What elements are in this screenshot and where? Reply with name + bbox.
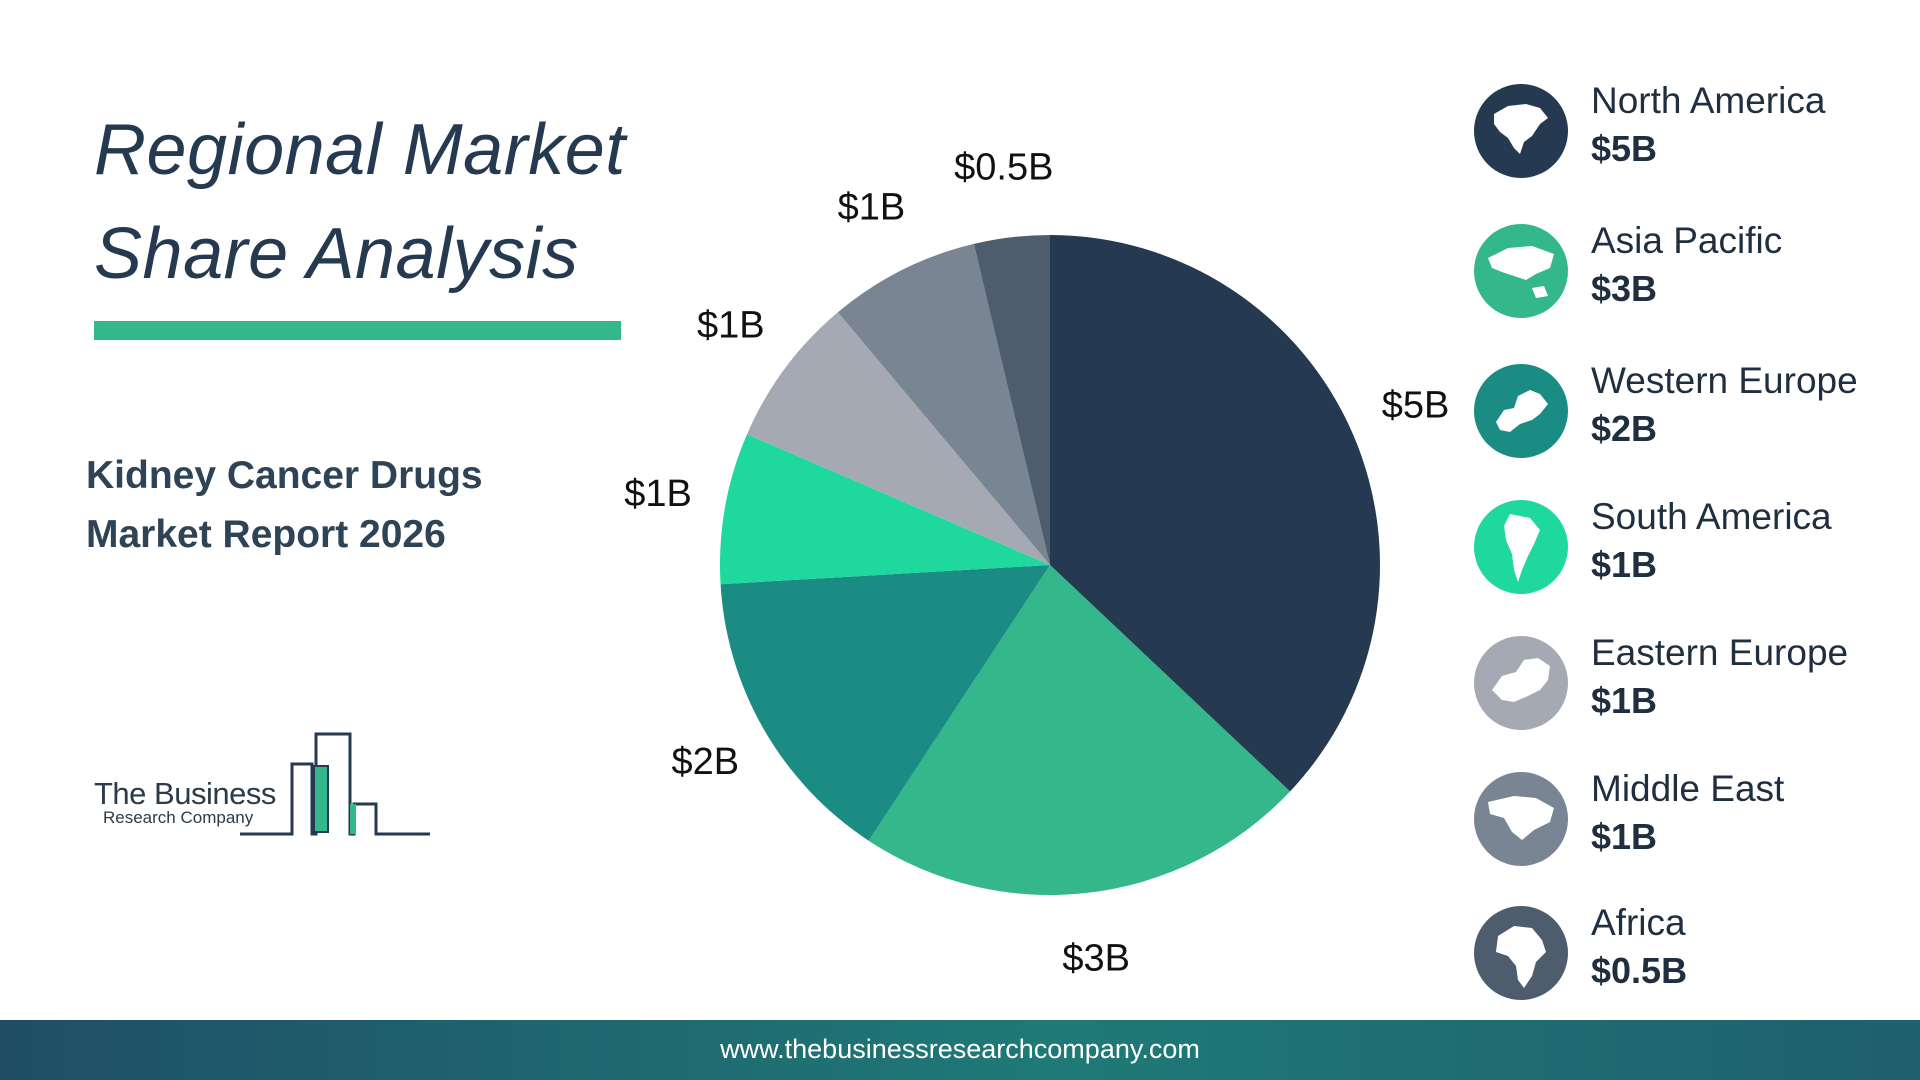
- pie-slice-south-america: [720, 434, 1050, 585]
- legend-value: $1B: [1591, 680, 1658, 721]
- legend-label: Middle East: [1591, 768, 1785, 809]
- title-underline: [94, 321, 621, 340]
- legend-value: $2B: [1591, 408, 1658, 449]
- legend-value: $1B: [1591, 544, 1658, 585]
- legend-label: South America: [1591, 496, 1832, 537]
- pie-data-label: $3B: [1062, 937, 1130, 979]
- eastern-europe-map-icon: [1474, 636, 1568, 730]
- legend-label: Western Europe: [1591, 360, 1858, 401]
- legend-value: $0.5B: [1591, 950, 1688, 991]
- pie-slice-asia-pacific: [868, 565, 1291, 895]
- report-subtitle: Kidney Cancer Drugs Market Report 2026: [86, 446, 483, 564]
- subtitle-line-1: Kidney Cancer Drugs: [86, 454, 483, 497]
- logo-text-secondary: Research Company: [103, 808, 254, 827]
- pie-slice-middle-east: [837, 243, 1050, 565]
- pie-slice-western-europe: [720, 565, 1050, 841]
- legend-item-asia-pacific: Asia Pacific $3B: [1474, 220, 1914, 318]
- legend-value: $1B: [1591, 816, 1658, 857]
- pie-slice-africa: [973, 235, 1050, 565]
- north-america-map-icon: [1474, 84, 1568, 178]
- footer-url[interactable]: www.thebusinessresearchcompany.com: [720, 1034, 1200, 1064]
- legend-value: $5B: [1591, 128, 1658, 169]
- legend-value: $3B: [1591, 268, 1658, 309]
- title-line-1: Regional Market: [94, 110, 626, 190]
- title-line-2: Share Analysis: [94, 214, 579, 294]
- legend-item-north-america: North America $5B: [1474, 80, 1914, 178]
- legend-label: Eastern Europe: [1591, 632, 1849, 673]
- pie-data-label: $1B: [838, 186, 906, 228]
- middle-east-map-icon: [1474, 772, 1568, 866]
- legend-item-middle-east: Middle East $1B: [1474, 768, 1914, 866]
- pie-data-label: $0.5B: [954, 147, 1053, 189]
- legend-label: Asia Pacific: [1591, 220, 1783, 261]
- legend-item-south-america: South America $1B: [1474, 496, 1914, 594]
- legend-item-western-europe: Western Europe $2B: [1474, 360, 1914, 458]
- pie-chart: $5B $3B $2B $1B $1B $1B $0.5B: [624, 147, 1450, 980]
- company-logo-icon: [240, 732, 430, 836]
- legend-item-eastern-europe: Eastern Europe $1B: [1474, 632, 1914, 730]
- legend-label: North America: [1591, 80, 1826, 121]
- pie-data-label: $1B: [697, 304, 765, 346]
- logo-text-primary: The Business: [94, 776, 276, 811]
- africa-map-icon: [1474, 906, 1568, 1000]
- south-america-map-icon: [1474, 500, 1568, 594]
- pie-slice-eastern-europe: [746, 312, 1050, 565]
- pie-data-label: $1B: [624, 473, 692, 515]
- page-title: Regional Market Share Analysis: [94, 98, 626, 306]
- legend-item-africa: Africa $0.5B: [1474, 902, 1914, 1000]
- subtitle-line-2: Market Report 2026: [86, 513, 446, 556]
- asia-pacific-map-icon: [1474, 224, 1568, 318]
- pie-data-label: $5B: [1382, 384, 1450, 426]
- footer-bar: www.thebusinessresearchcompany.com: [0, 1020, 1920, 1080]
- pie-data-label: $2B: [671, 741, 739, 783]
- pie-slice-north-america: [1050, 235, 1380, 792]
- western-europe-map-icon: [1474, 364, 1568, 458]
- legend-label: Africa: [1591, 902, 1686, 943]
